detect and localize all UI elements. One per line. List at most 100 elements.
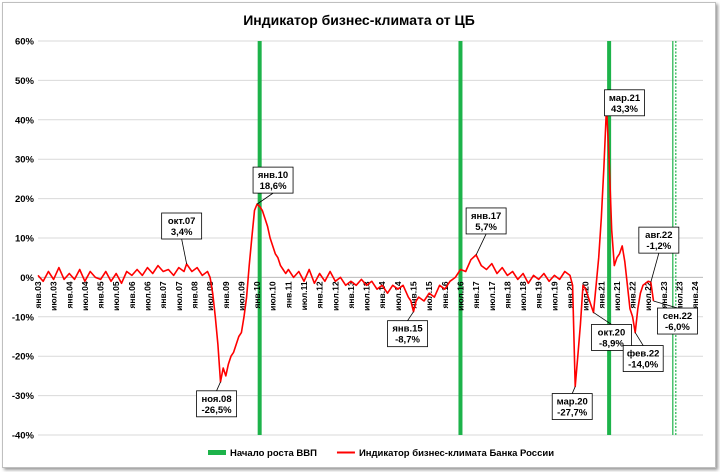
x-tick-label: янв.23 — [659, 281, 669, 308]
x-tick-label: янв.10 — [252, 281, 262, 308]
y-tick-label: 30% — [15, 155, 35, 166]
x-tick-label: июл.11 — [299, 281, 309, 310]
annotation-date: янв.10 — [258, 170, 288, 181]
x-tick-label: янв.20 — [565, 281, 575, 308]
x-tick-label: июл.14 — [393, 281, 403, 311]
x-tick-label: июл.10 — [268, 281, 278, 311]
x-tick-label: июл.05 — [111, 281, 121, 311]
annotation-callout: мар.20-27,7% — [551, 386, 593, 420]
annotation-leader — [407, 311, 414, 321]
x-tick-label: июл.15 — [424, 281, 434, 311]
annotation-box — [161, 212, 203, 240]
annotation-value: -14,0% — [628, 360, 659, 371]
annotation-callout: фев.22-14,0% — [622, 332, 664, 372]
x-tick-label: июл.04 — [80, 281, 90, 311]
annotation-value: -27,7% — [557, 408, 588, 419]
x-axis: янв.03 июл.03 янв.04 июл.04 янв.05 июл.05 янв.… — [33, 281, 700, 311]
annotation-leader — [571, 386, 576, 394]
annotation-value: 43,3% — [611, 104, 638, 115]
y-tick-label: 20% — [15, 194, 35, 205]
x-tick-label: янв.16 — [440, 281, 450, 308]
y-tick-label: 50% — [15, 76, 35, 87]
x-tick-label: янв.21 — [596, 281, 606, 308]
annotation-leader — [181, 238, 188, 265]
x-tick-label: июл.21 — [612, 281, 622, 311]
legend-label: Индикатор бизнес-климата Банка России — [359, 448, 554, 459]
x-tick-label: июл.09 — [236, 281, 246, 311]
annotation-leader — [650, 253, 660, 283]
y-tick-label: -20% — [12, 352, 35, 363]
annotation-value: -26,5% — [201, 405, 232, 416]
y-tick-label: 0% — [20, 273, 34, 284]
x-tick-label: июл.08 — [205, 281, 215, 311]
annotation-date: янв.17 — [471, 211, 501, 222]
x-tick-label: июл.13 — [362, 281, 372, 311]
annotation-box — [196, 390, 237, 418]
x-tick-label: июл.17 — [487, 281, 497, 311]
annotation-value: 3,4% — [171, 227, 193, 238]
annotation-callout: авг.22-1,2% — [638, 226, 680, 283]
grid-layer — [38, 40, 703, 436]
annotation-leader — [653, 300, 678, 309]
x-tick-label: янв.09 — [221, 281, 231, 308]
annotation-value: -6,0% — [665, 322, 690, 333]
x-tick-label: июл.16 — [455, 281, 465, 311]
annotation-date: мар.20 — [557, 397, 588, 408]
x-tick-label: янв.15 — [409, 281, 419, 308]
x-tick-label: янв.13 — [346, 281, 356, 308]
annotation-value: -8,9% — [599, 338, 624, 349]
x-tick-label: янв.03 — [33, 281, 43, 308]
x-tick-label: янв.05 — [96, 281, 106, 308]
annotation-date: окт.20 — [598, 327, 626, 338]
y-tick-label: 10% — [15, 234, 35, 245]
chart-title: Индикатор бизнес-климата от ЦБ — [243, 12, 475, 28]
annotation-value: -1,2% — [646, 241, 671, 252]
annotation-box — [622, 345, 664, 372]
annotation-date: янв.15 — [392, 324, 423, 335]
annotation-value: 18,6% — [260, 181, 287, 192]
annotation-callout: сен.22-6,0% — [653, 300, 698, 335]
legend-item: Начало роста ВВП — [208, 448, 317, 459]
annotation-callout: окт.073,4% — [161, 212, 203, 265]
legend-item: Индикатор бизнес-климата Банка России — [336, 448, 554, 459]
y-tick-label: -30% — [12, 391, 35, 402]
x-tick-label: июл.22 — [643, 281, 653, 311]
x-tick-label: янв.17 — [471, 281, 481, 308]
x-tick-label: янв.07 — [158, 281, 168, 308]
y-tick-label: 60% — [15, 37, 35, 48]
annotation-box — [387, 320, 428, 348]
annotation-leader — [634, 332, 644, 346]
annotation-date: мар.21 — [609, 93, 641, 104]
annotation-callout: ноя.08-26,5% — [196, 381, 237, 418]
x-tick-label: июл.12 — [330, 281, 340, 311]
annotation-date: авг.22 — [645, 230, 672, 241]
x-tick-label: янв.04 — [64, 281, 74, 308]
x-tick-label: янв.22 — [628, 281, 638, 308]
annotation-leader — [475, 233, 487, 256]
annotation-date: ноя.08 — [201, 394, 231, 405]
y-tick-label: 40% — [15, 115, 35, 126]
annotation-box — [252, 166, 294, 194]
legend-swatch — [208, 450, 226, 455]
annotation-date: сен.22 — [663, 311, 693, 322]
annotation-box — [657, 307, 698, 335]
x-tick-label: янв.24 — [690, 281, 700, 308]
annotation-value: -8,7% — [395, 335, 420, 346]
legend-label: Начало роста ВВП — [230, 448, 317, 459]
y-tick-label: -40% — [12, 431, 35, 442]
x-tick-label: янв.12 — [315, 281, 325, 308]
x-tick-label: янв.19 — [534, 281, 544, 308]
annotation-date: окт.07 — [168, 216, 196, 227]
annotation-box — [604, 89, 645, 117]
chart-frame: Индикатор бизнес-климата от ЦБ 60% 50% 40%… — [2, 2, 716, 468]
annotation-box — [551, 393, 593, 420]
series-line — [37, 106, 655, 388]
x-tick-label: янв.06 — [127, 281, 137, 308]
annotation-callout: янв.175,7% — [465, 207, 507, 256]
annotation-box — [638, 226, 680, 254]
x-tick-label: июл.23 — [675, 281, 685, 311]
x-tick-label: янв.18 — [502, 281, 512, 308]
x-tick-label: июл.03 — [49, 281, 59, 311]
annotation-box — [465, 207, 507, 235]
